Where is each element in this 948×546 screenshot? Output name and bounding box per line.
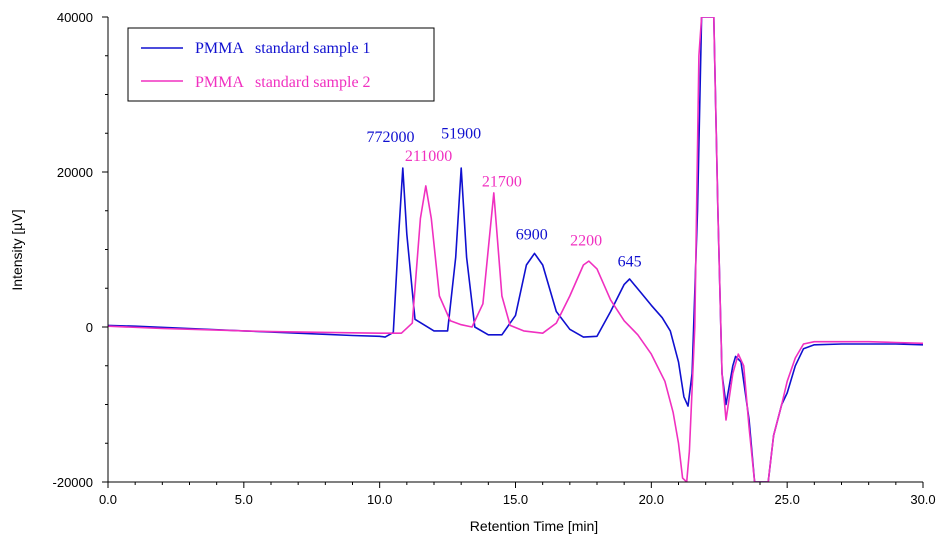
- x-tick-label: 5.0: [235, 492, 253, 507]
- legend-label-series-2: PMMA standard sample 2: [195, 74, 371, 91]
- legend: PMMA standard sample 1 PMMA standard sam…: [127, 27, 435, 102]
- series-line-1: [108, 17, 923, 482]
- y-tick-label: 20000: [57, 165, 93, 180]
- y-tick-label: -20000: [53, 475, 93, 490]
- x-axis-title: Retention Time [min]: [470, 518, 598, 534]
- x-tick-label: 30.0: [910, 492, 935, 507]
- y-tick-label: 0: [86, 320, 93, 335]
- peak-label: 6900: [516, 226, 548, 243]
- series-line-2: [108, 17, 923, 482]
- y-tick-label: 40000: [57, 10, 93, 25]
- peak-label: 2200: [570, 233, 602, 250]
- y-axis-title: Intensity [µV]: [9, 209, 25, 290]
- peak-label: 21700: [482, 174, 522, 191]
- peak-label: 772000: [367, 129, 415, 146]
- peak-labels: 772000 211000 51900 21700 6900 2200 645: [367, 126, 642, 271]
- x-tick-label: 25.0: [775, 492, 800, 507]
- x-tick-label: 0.0: [99, 492, 117, 507]
- legend-box: [127, 27, 435, 102]
- peak-label: 211000: [405, 148, 452, 165]
- legend-label-series-1: PMMA standard sample 1: [195, 40, 371, 57]
- x-tick-label: 20.0: [639, 492, 664, 507]
- x-ticks: 0.0 5.0 10.0 15.0 20.0 25.0 30.0: [99, 482, 936, 507]
- y-ticks: -20000 0 20000 40000: [53, 10, 108, 490]
- peak-label: 645: [618, 254, 642, 271]
- peak-label: 51900: [441, 126, 481, 143]
- x-tick-label: 15.0: [503, 492, 528, 507]
- x-tick-label: 10.0: [367, 492, 392, 507]
- series-layer: [108, 17, 923, 482]
